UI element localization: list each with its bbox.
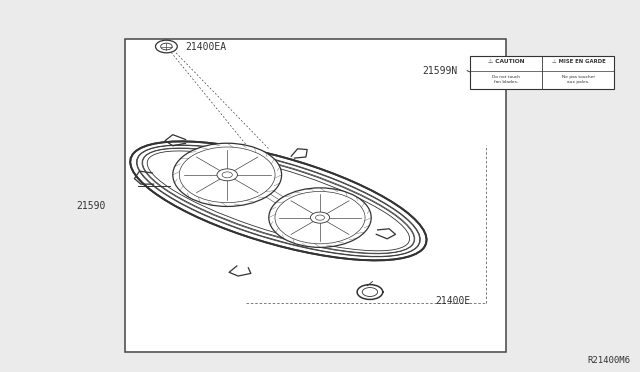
Bar bbox=[125, 39, 506, 352]
Text: R21400M6: R21400M6 bbox=[588, 356, 630, 365]
Text: 21400EA: 21400EA bbox=[186, 42, 227, 51]
Bar bbox=[470, 56, 614, 89]
Text: Do not touch
fan blades.: Do not touch fan blades. bbox=[492, 76, 520, 84]
Text: ⚠ CAUTION: ⚠ CAUTION bbox=[488, 59, 525, 64]
Text: 21590: 21590 bbox=[77, 202, 106, 211]
Circle shape bbox=[156, 40, 177, 53]
Text: 21400E: 21400E bbox=[435, 296, 470, 306]
Circle shape bbox=[310, 212, 330, 223]
Text: ⚠ MISE EN GARDE: ⚠ MISE EN GARDE bbox=[552, 59, 605, 64]
Circle shape bbox=[269, 188, 371, 247]
Circle shape bbox=[173, 143, 282, 206]
Text: 21599N: 21599N bbox=[422, 66, 458, 76]
Circle shape bbox=[357, 285, 383, 299]
Text: Ne pas toucher
aux pales.: Ne pas toucher aux pales. bbox=[562, 76, 595, 84]
Circle shape bbox=[217, 169, 237, 181]
Ellipse shape bbox=[131, 141, 426, 260]
